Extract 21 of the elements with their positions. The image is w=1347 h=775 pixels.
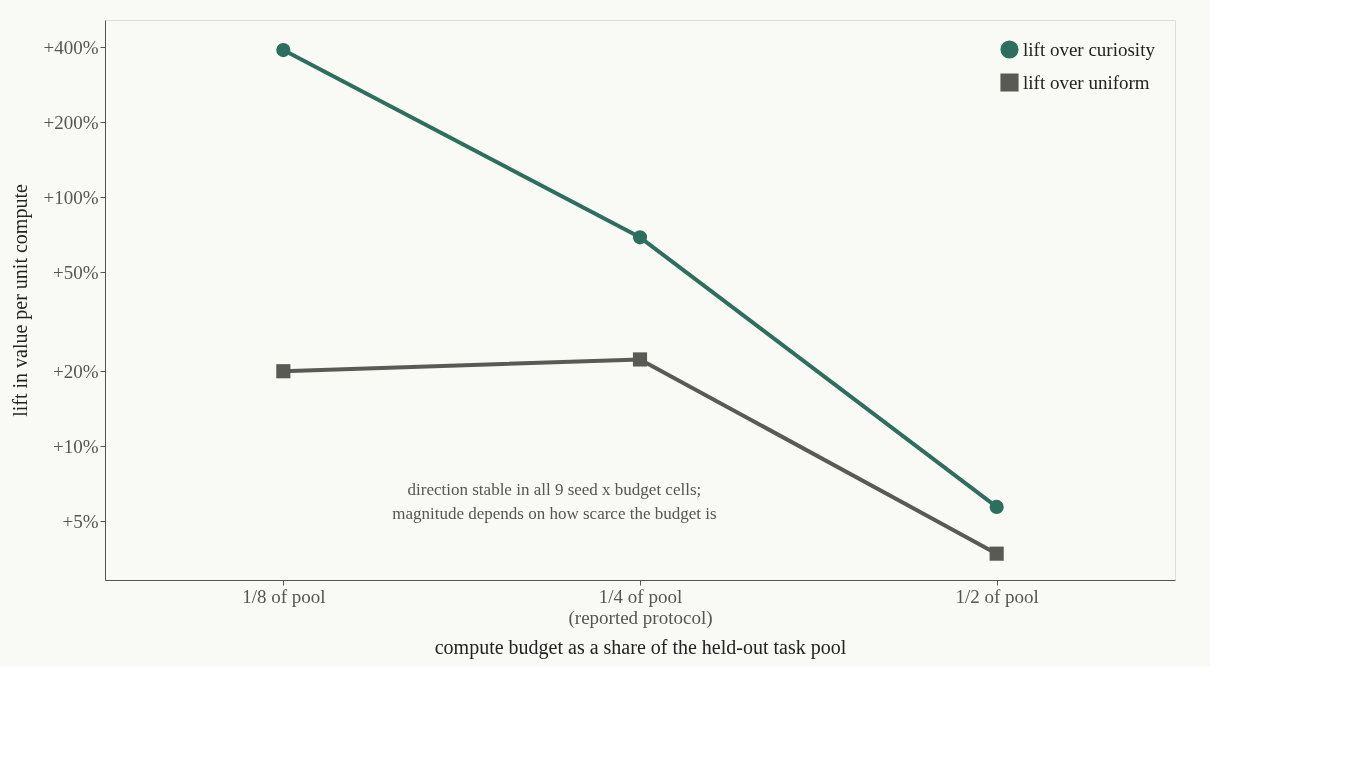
y-tick-label: +10% [52,435,99,457]
x-axis-title: compute budget as a share of the held-out task pool [434,635,847,659]
point [989,499,1004,514]
y-axis-title: lift in value per unit compute [9,184,33,417]
point [276,43,291,58]
y-tick-label: +50% [52,261,99,283]
x-tick-label: 1/8 of pool [242,585,326,607]
legend-label: lift over uniform [1023,71,1150,93]
annotation: direction stable in all 9 seed x budget cells; magnitude depends on how scarce the budget is [392,480,717,524]
legend-label: lift over curiosity [1023,38,1156,60]
point [632,352,648,367]
point [632,230,648,245]
y-tick-label: +100% [43,186,99,208]
x-tick-label: 1/4 of pool (reported protocol) [568,585,713,629]
y-tick-label: +5% [62,510,99,532]
y-tick-label: +20% [52,360,99,382]
point [989,546,1004,561]
y-tick-label: +200% [43,111,99,133]
x-tick-label: 1/2 of pool [955,585,1039,607]
point [276,364,291,379]
y-tick-label: +400% [43,36,99,58]
